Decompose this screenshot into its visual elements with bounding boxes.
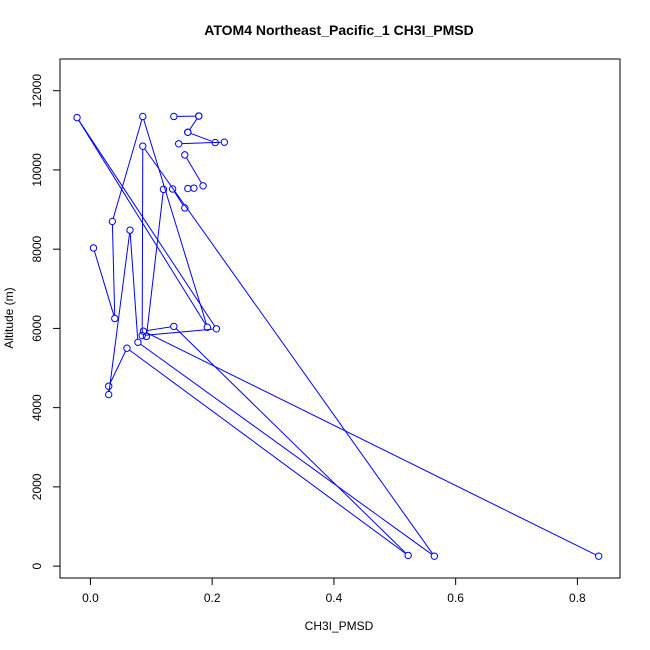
series-segment — [181, 141, 222, 145]
series-segment — [146, 326, 171, 332]
series-segment — [93, 250, 115, 316]
data-point — [170, 322, 178, 331]
series-segment — [175, 328, 407, 554]
series-segment — [129, 233, 139, 340]
x-tick-label: 0.6 — [447, 591, 464, 605]
data-point — [404, 551, 412, 560]
series-8 — [142, 185, 168, 341]
data-point — [203, 323, 212, 331]
series-segment — [144, 148, 433, 554]
series-9 — [184, 184, 198, 193]
data-point — [190, 184, 198, 192]
data-point — [126, 226, 134, 234]
series-layer — [73, 112, 603, 560]
series-segment — [190, 132, 213, 142]
series-segment — [78, 120, 216, 327]
data-point — [174, 140, 183, 148]
y-tick-label: 10000 — [30, 153, 44, 187]
series-segment — [129, 349, 406, 554]
data-point — [134, 338, 142, 346]
data-point — [220, 138, 229, 146]
data-point — [139, 142, 147, 150]
data-point — [111, 314, 119, 323]
data-point — [73, 113, 81, 122]
y-tick-label: 0 — [30, 562, 44, 569]
data-point — [199, 182, 207, 190]
series-segment — [146, 332, 597, 556]
x-tick-label: 0.4 — [326, 591, 343, 605]
chart-title: ATOM4 Northeast_Pacific_1 CH3I_PMSD — [204, 22, 473, 38]
series-6 — [181, 151, 207, 190]
data-point — [138, 331, 146, 340]
data-point — [430, 552, 439, 560]
series-segment — [189, 118, 198, 130]
y-tick-label: 8000 — [30, 235, 44, 262]
data-point — [195, 112, 203, 120]
y-tick-label: 6000 — [30, 315, 44, 342]
series-1 — [73, 112, 603, 560]
series-segment — [145, 328, 214, 336]
series-segment — [109, 350, 127, 384]
data-point — [142, 332, 151, 341]
series-segment — [173, 191, 184, 206]
data-point — [594, 552, 603, 560]
series-5 — [174, 138, 229, 148]
data-point — [168, 185, 177, 193]
y-tick-label: 12000 — [30, 74, 44, 108]
series-segment — [112, 119, 143, 219]
data-point — [89, 244, 98, 252]
series-segment — [185, 157, 202, 184]
data-point — [212, 325, 221, 333]
y-tick-label: 2000 — [30, 473, 44, 500]
data-point — [184, 128, 192, 136]
data-point — [139, 112, 147, 121]
series-segment — [108, 233, 131, 392]
x-tick-label: 0.0 — [82, 591, 99, 605]
series-segment — [78, 120, 207, 325]
data-point — [159, 185, 168, 194]
series-segment — [146, 192, 164, 334]
y-axis-label: Altitude (m) — [2, 287, 16, 348]
series-7 — [168, 185, 189, 212]
data-point — [108, 217, 117, 226]
series-segment — [140, 343, 433, 555]
x-tick-label: 0.2 — [204, 591, 221, 605]
data-point — [104, 382, 113, 390]
series-segment — [143, 119, 207, 325]
x-axis: 0.0 0.2 0.4 0.6 0.8 — [82, 577, 586, 605]
data-point — [104, 390, 113, 399]
series-segment — [141, 149, 144, 333]
x-axis-label: CH3I_PMSD — [305, 619, 374, 633]
data-point — [170, 112, 178, 121]
y-axis: 0 2000 4000 6000 8000 10000 12000 — [30, 74, 61, 569]
data-point — [181, 204, 189, 212]
data-point — [123, 344, 131, 352]
data-point — [181, 151, 189, 159]
x-tick-label: 0.8 — [569, 591, 586, 605]
series-segment — [111, 224, 116, 316]
y-tick-label: 4000 — [30, 394, 44, 421]
